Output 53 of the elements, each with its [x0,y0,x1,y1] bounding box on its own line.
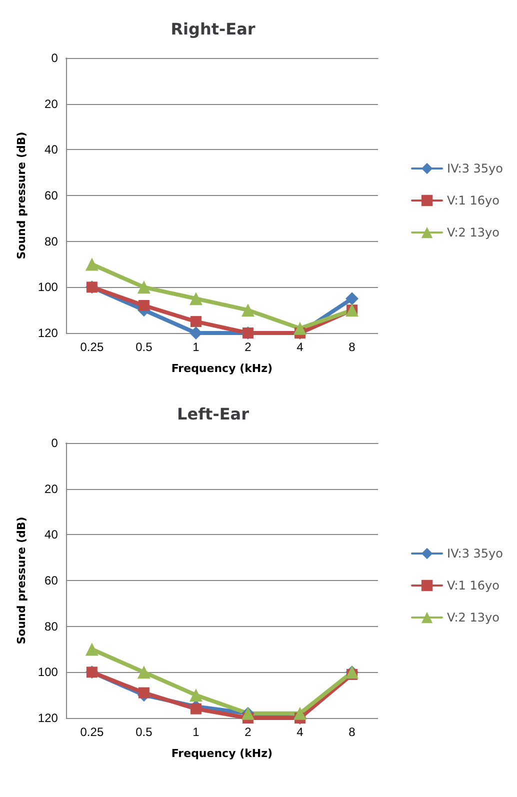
y-axis-title: Sound pressure (dB) [15,516,28,644]
point [189,326,202,340]
point [189,292,202,306]
point [241,304,254,317]
y-tick-label: 20 [44,96,58,111]
point [293,706,306,720]
x-tick-label: 4 [296,340,304,354]
legend-label: V:1 16yo [447,194,500,208]
x-tick-label: 2 [244,340,252,354]
y-tick-label: 120 [38,711,58,725]
legend-label: V:2 13yo [447,226,500,240]
y-tick-label: 80 [44,234,58,248]
y-tick-label: 0 [51,436,58,450]
y-tick-label: 40 [44,142,58,157]
point [190,703,202,714]
y-tick-label: 100 [38,665,58,680]
y-tick-label: 20 [44,482,58,496]
point [137,280,150,294]
x-axis-title: Frequency (kHz) [171,362,273,375]
point [138,687,150,698]
legend-label: IV:3 35yo [447,162,504,176]
legend-label: V:2 13yo [447,610,500,624]
y-tick-label: 60 [44,574,58,588]
x-tick-label: 0.5 [136,340,153,354]
point [190,316,202,328]
y-tick-label: 40 [44,528,58,542]
point [137,666,150,679]
point [345,292,358,306]
y-tick-label: 120 [38,326,58,340]
x-tick-label: 8 [348,725,356,739]
point [189,688,202,702]
x-tick-label: 0.25 [80,725,104,739]
point [85,642,98,656]
x-tick-label: 0.5 [136,725,153,739]
legend-label: IV:3 35yo [447,546,504,560]
point [85,258,98,271]
point [293,322,306,335]
x-tick-label: 2 [244,725,252,739]
legend-label: V:1 16yo [447,578,500,592]
x-tick-label: 8 [348,340,356,354]
y-tick-label: 100 [38,280,58,294]
x-axis-title: Frequency (kHz) [171,747,273,760]
y-tick-label: 80 [44,619,58,634]
y-axis-title: Sound pressure (dB) [15,132,28,260]
x-tick-label: 1 [192,725,200,739]
x-tick-label: 0.25 [80,340,104,354]
chart-title: Right-Ear [170,20,256,38]
point [138,300,150,311]
y-tick-label: 0 [51,51,58,65]
y-tick-label: 60 [44,188,58,202]
x-tick-label: 4 [296,725,304,739]
chart-title: Left-Ear [177,404,250,424]
x-tick-label: 1 [192,340,200,354]
